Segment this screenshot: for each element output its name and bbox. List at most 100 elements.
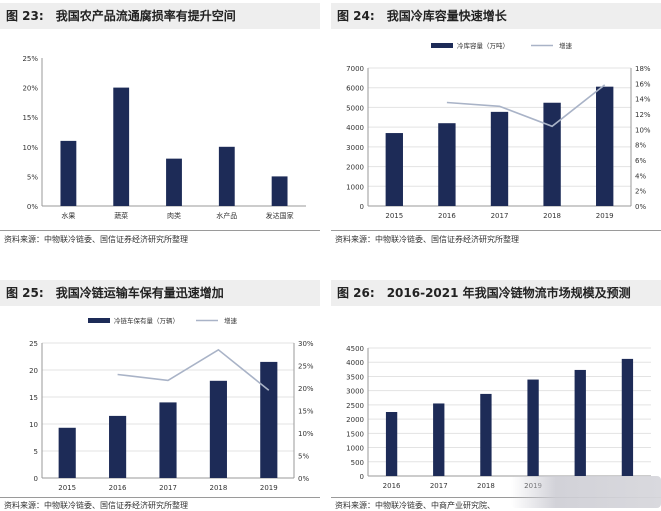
figure-title: 我国农产品流通腐损率有提升空间	[55, 9, 236, 23]
figure-title: 我国冷库容量快速增长	[386, 9, 507, 23]
bar	[543, 102, 561, 206]
bar	[218, 146, 235, 206]
y-tick-label: 5	[34, 448, 38, 456]
x-tick-label: 蔬菜	[114, 211, 128, 220]
y-tick-label: 25%	[22, 55, 38, 63]
y-tick-label: 0	[360, 203, 364, 211]
y-tick-label: 0%	[27, 203, 38, 211]
y2-tick-label: 2%	[635, 188, 646, 196]
y-tick-label: 10	[29, 421, 38, 429]
bar	[574, 369, 586, 476]
y-tick-label: 1000	[346, 445, 364, 453]
legend-label: 冷链车保有量（万辆）	[114, 316, 179, 325]
bar	[113, 87, 130, 206]
y2-tick-label: 12%	[635, 111, 651, 119]
y2-tick-label: 18%	[635, 65, 651, 73]
y2-tick-label: 25%	[298, 363, 314, 371]
y2-tick-label: 8%	[635, 142, 646, 150]
source-divider	[0, 497, 320, 498]
figure-title: 2016-2021 年我国冷链物流市场规模及预测	[386, 286, 631, 300]
y-tick-label: 2000	[346, 164, 364, 172]
y2-tick-label: 10%	[298, 430, 314, 438]
figure-title: 我国冷链运输车保有量迅速增加	[55, 286, 224, 300]
x-tick-label: 水产品	[216, 211, 237, 220]
source-note: 资料来源：中物联冷链委、国信证券经济研究所整理	[4, 501, 188, 510]
source-note: 资料来源：中物联冷链委、国信证券经济研究所整理	[335, 235, 519, 244]
y2-tick-label: 4%	[635, 172, 646, 180]
bar	[209, 380, 227, 478]
y-tick-label: 2000	[346, 416, 364, 424]
panel-fig25: 图 25: 我国冷链运输车保有量迅速增加 0 5 10 15 20 25 2015 2016 20…	[0, 280, 320, 510]
bar	[596, 86, 614, 206]
y2-tick-label: 10%	[635, 126, 651, 134]
bar	[109, 415, 127, 478]
y2-tick-label: 6%	[635, 157, 646, 165]
legend-label: 增速	[224, 316, 238, 325]
source-divider	[331, 230, 661, 231]
x-tick-label: 2015	[58, 484, 76, 492]
y-tick-label: 7000	[346, 65, 364, 73]
y-tick-label: 0	[360, 473, 364, 481]
y-tick-label: 3000	[346, 144, 364, 152]
bar	[385, 412, 398, 476]
legend-swatch-bar	[88, 318, 110, 323]
chart-fig26: 0 500 1000 1500 2000 2500 3000 3500 4000 4500 2016…	[346, 345, 651, 490]
watermark-blur	[511, 476, 661, 508]
bar	[433, 403, 445, 476]
y-tick-label: 20%	[22, 85, 38, 93]
y2-tick-label: 20%	[298, 385, 314, 393]
y-tick-label: 2500	[346, 402, 364, 410]
y-tick-label: 4000	[346, 124, 364, 132]
y2-tick-label: 5%	[298, 453, 309, 461]
figure-label: 图 24:	[337, 9, 375, 23]
y2-tick-label: 0%	[635, 203, 646, 211]
x-tick-label: 2016	[109, 484, 127, 492]
bar	[490, 111, 509, 206]
x-tick-label: 2018	[543, 212, 561, 220]
bar	[385, 133, 403, 206]
y-tick-label: 1000	[346, 183, 364, 191]
chart-fig23: 0% 5% 10% 15% 20% 25% 水果 蔬菜 肉类 水产品 发达国家	[22, 55, 306, 220]
chart-fig25: 0 5 10 15 20 25 2015 2016 2017 2018 2019 0% 5% 10% 15%…	[29, 316, 314, 492]
bar	[260, 361, 278, 478]
bar	[621, 358, 634, 476]
y-tick-label: 5%	[27, 173, 38, 181]
legend-label: 增速	[559, 41, 573, 50]
x-tick-label: 肉类	[167, 211, 181, 220]
y2-tick-label: 14%	[635, 96, 651, 104]
bar	[527, 379, 539, 476]
y-tick-label: 25	[29, 340, 38, 348]
y-tick-label: 6000	[346, 85, 364, 93]
x-tick-label: 2018	[209, 484, 227, 492]
y-tick-label: 20	[29, 367, 38, 375]
y2-tick-label: 30%	[298, 340, 314, 348]
bar	[159, 402, 177, 478]
y-tick-label: 3500	[346, 373, 364, 381]
bar	[60, 140, 77, 206]
y2-tick-label: 16%	[635, 80, 651, 88]
x-tick-label: 2016	[383, 482, 401, 490]
x-tick-label: 2017	[159, 484, 177, 492]
source-divider	[331, 497, 661, 498]
y-tick-label: 0	[34, 475, 38, 483]
x-tick-label: 水果	[61, 211, 75, 220]
y-tick-label: 15%	[22, 114, 38, 122]
legend-swatch-bar	[431, 43, 453, 48]
y-tick-label: 10%	[22, 144, 38, 152]
bar	[480, 393, 492, 476]
x-tick-label: 2016	[438, 212, 456, 220]
x-tick-label: 2017	[491, 212, 509, 220]
x-tick-label: 发达国家	[266, 211, 294, 220]
y2-tick-label: 15%	[298, 408, 314, 416]
y-tick-label: 4500	[346, 345, 364, 353]
y-tick-label: 5000	[346, 104, 364, 112]
panel-fig23: 图 23: 我国农产品流通腐损率有提升空间 0% 5% 10% 15% 20% 25% 水果 蔬…	[0, 3, 320, 245]
x-tick-label: 2015	[385, 212, 403, 220]
y-tick-label: 3000	[346, 388, 364, 396]
bar	[166, 158, 182, 206]
x-tick-label: 2019	[596, 212, 614, 220]
legend-label: 冷库容量（万吨）	[457, 41, 509, 50]
y-tick-label: 15	[29, 394, 38, 402]
growth-line	[117, 348, 270, 391]
growth-line	[446, 84, 606, 128]
